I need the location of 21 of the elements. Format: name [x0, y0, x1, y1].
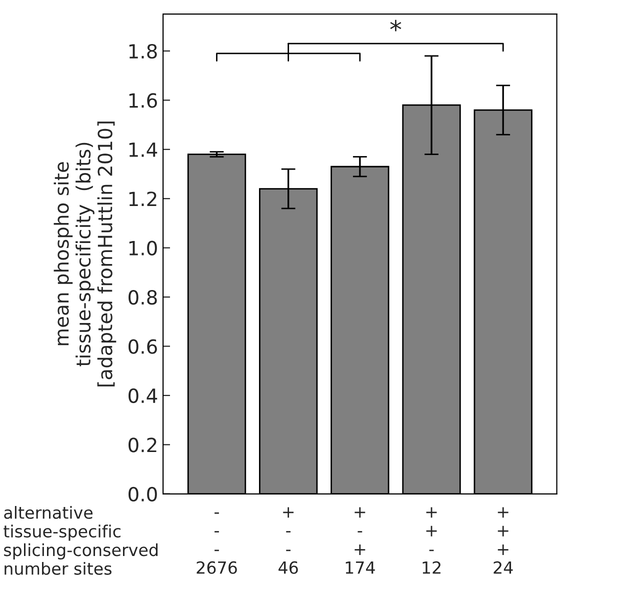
y-tick-label: 0.8 — [128, 290, 157, 305]
y-tick-label: 0.2 — [128, 438, 156, 452]
y-tick-label: 0.0 — [128, 486, 157, 502]
x-tick-label: + + + 24 — [494, 507, 513, 574]
annotation: * — [390, 20, 402, 32]
y-tick-label: 1.6 — [129, 93, 157, 108]
x-tick-label: + - + 174 — [346, 507, 375, 574]
text: alternative — [4, 506, 93, 519]
y-tick-label: 0.6 — [128, 339, 157, 354]
y-tick-label: 0.4 — [128, 388, 158, 404]
y-tick-label: 1.2 — [129, 192, 156, 206]
text: number sites — [4, 562, 112, 575]
y-axis-title: mean phospho site tissue-specificity (bits) [adapted fromHuttlin 2010] — [54, 122, 116, 386]
y-tick-label: 1.8 — [129, 44, 157, 59]
x-tick-label: + + - 12 — [422, 507, 440, 574]
x-tick-label: - - - 2676 — [196, 512, 237, 574]
text: splicing-conserved — [4, 543, 158, 560]
text: tissue-specific — [4, 524, 120, 541]
y-tick-label: 1.0 — [129, 240, 157, 256]
x-tick-label: + - - 46 — [278, 507, 298, 574]
y-tick-label: 1.4 — [129, 142, 158, 157]
